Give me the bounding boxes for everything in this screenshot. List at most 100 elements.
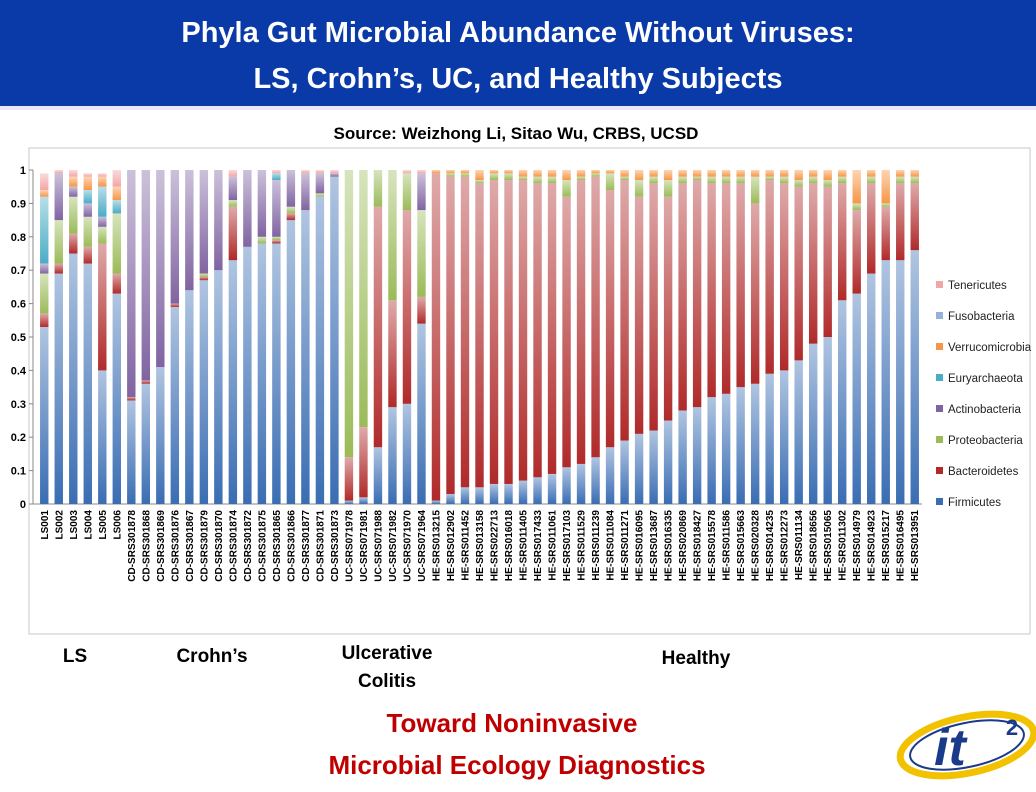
x-tick-label: CD-SRS301869 <box>156 510 167 582</box>
bar-segment <box>83 263 92 504</box>
bar-segment <box>707 397 716 504</box>
bar-segment <box>707 176 716 184</box>
x-tick-label: HE-SRS011239 <box>591 510 602 581</box>
bar-segment <box>214 170 223 271</box>
bar-segment <box>765 180 774 374</box>
bar-segment <box>562 170 571 181</box>
bar-segment <box>779 183 789 371</box>
x-tick-label: HE-SRS012902 <box>446 510 457 582</box>
bar-segment <box>518 170 528 177</box>
x-tick-label: HE-SRS011084 <box>606 510 617 581</box>
x-tick-label: HE-SRS014235 <box>765 510 776 582</box>
bar-segment <box>721 183 731 394</box>
x-tick-label: CD-SRS301872 <box>243 510 254 582</box>
bar-segment <box>750 170 760 177</box>
x-tick-label: LS004 <box>83 510 94 540</box>
bar-segment <box>402 170 412 174</box>
bar-segment <box>402 173 412 211</box>
x-tick-label: LS006 <box>112 510 123 540</box>
bar-segment <box>373 170 383 207</box>
x-tick-label: HE-SRS011302 <box>838 510 849 581</box>
y-tick-label: 0.9 <box>11 198 26 210</box>
bar-segment <box>808 176 818 184</box>
bar-segment <box>867 176 876 184</box>
legend-label: Euryarchaeota <box>948 373 1023 385</box>
bar-segment <box>69 176 78 187</box>
bar-segment <box>547 176 557 184</box>
legend-swatch <box>936 498 943 505</box>
bar-segment <box>765 373 774 504</box>
bar-segment <box>663 420 673 504</box>
y-tick-label: 0.5 <box>11 332 26 344</box>
bar-segment <box>388 170 397 301</box>
bar-segment <box>475 180 484 184</box>
bar-segment <box>54 273 63 504</box>
bar-segment <box>750 383 760 504</box>
bar-segment <box>678 183 687 411</box>
bar-segment <box>112 186 122 201</box>
bar-segment <box>721 170 731 177</box>
x-tick-label: CD-SRS301875 <box>257 510 268 582</box>
bar-segment <box>808 343 818 504</box>
x-tick-label: UC-SRS071970 <box>402 510 413 582</box>
bar-segment <box>504 170 513 174</box>
x-tick-label: HE-SRS013158 <box>475 510 486 582</box>
bar-segment <box>707 170 716 177</box>
bar-segment <box>779 170 789 177</box>
source: Source: Weizhong Li, Sitao Wu, CRBS, UCS… <box>334 124 699 143</box>
x-tick-label: HE-SRS011529 <box>577 510 588 581</box>
bar-segment <box>156 367 165 504</box>
bar-segment <box>591 176 600 458</box>
y-tick-label: 0.8 <box>11 232 26 244</box>
x-tick-label: HE-SRS011405 <box>519 510 530 581</box>
x-tick-label: LS002 <box>54 510 65 540</box>
bar-segment <box>736 176 745 184</box>
x-tick-label: UC-SRS071988 <box>373 510 384 582</box>
bar-segment <box>896 260 905 504</box>
bar-segment <box>272 243 281 505</box>
bar-segment <box>228 176 238 201</box>
bar-segment <box>83 216 92 247</box>
bar-segment <box>808 170 818 177</box>
bar-segment <box>489 483 499 504</box>
bar-segment <box>228 200 238 207</box>
legend-label: Bacteroidetes <box>948 466 1019 478</box>
bar-segment <box>199 170 209 274</box>
bar-segment <box>98 370 107 504</box>
header-band <box>0 0 1036 110</box>
bar-segment <box>707 183 716 398</box>
bar-segment <box>344 170 354 458</box>
bar-segment <box>692 176 702 181</box>
bar-segment <box>359 170 368 428</box>
bar-segment <box>910 250 919 504</box>
x-tick-label: HE-SRS016095 <box>635 510 646 582</box>
logo: it 2 <box>896 710 1036 780</box>
group-label: LS <box>63 646 87 667</box>
bar-segment <box>98 226 107 244</box>
logo-text: it <box>934 719 968 777</box>
bar-segment <box>663 170 673 181</box>
bar-segment <box>286 206 296 214</box>
bar-segment <box>867 183 876 274</box>
bar-segment <box>40 173 49 191</box>
bar-segment <box>272 236 281 241</box>
legend-label: Fusobacteria <box>948 311 1015 323</box>
bar-segment <box>649 183 658 431</box>
x-tick-label: HE-SRS017103 <box>562 510 573 582</box>
bar-segment <box>678 176 687 184</box>
legend-swatch <box>936 343 943 350</box>
footer-line: Microbial Ecology Diagnostics <box>328 750 705 780</box>
bar-segment <box>736 183 745 388</box>
bar-segment <box>852 170 861 204</box>
bar-segment <box>156 170 165 368</box>
y-tick-label: 0 <box>20 499 26 511</box>
title-line: Phyla Gut Microbial Abundance Without Vi… <box>181 17 854 49</box>
bar-segment <box>823 170 832 181</box>
bar-segment <box>896 176 905 184</box>
bar-segment <box>185 170 194 291</box>
bar-segment <box>547 473 557 504</box>
bar-segment <box>417 173 426 211</box>
bar-segment <box>750 203 760 384</box>
